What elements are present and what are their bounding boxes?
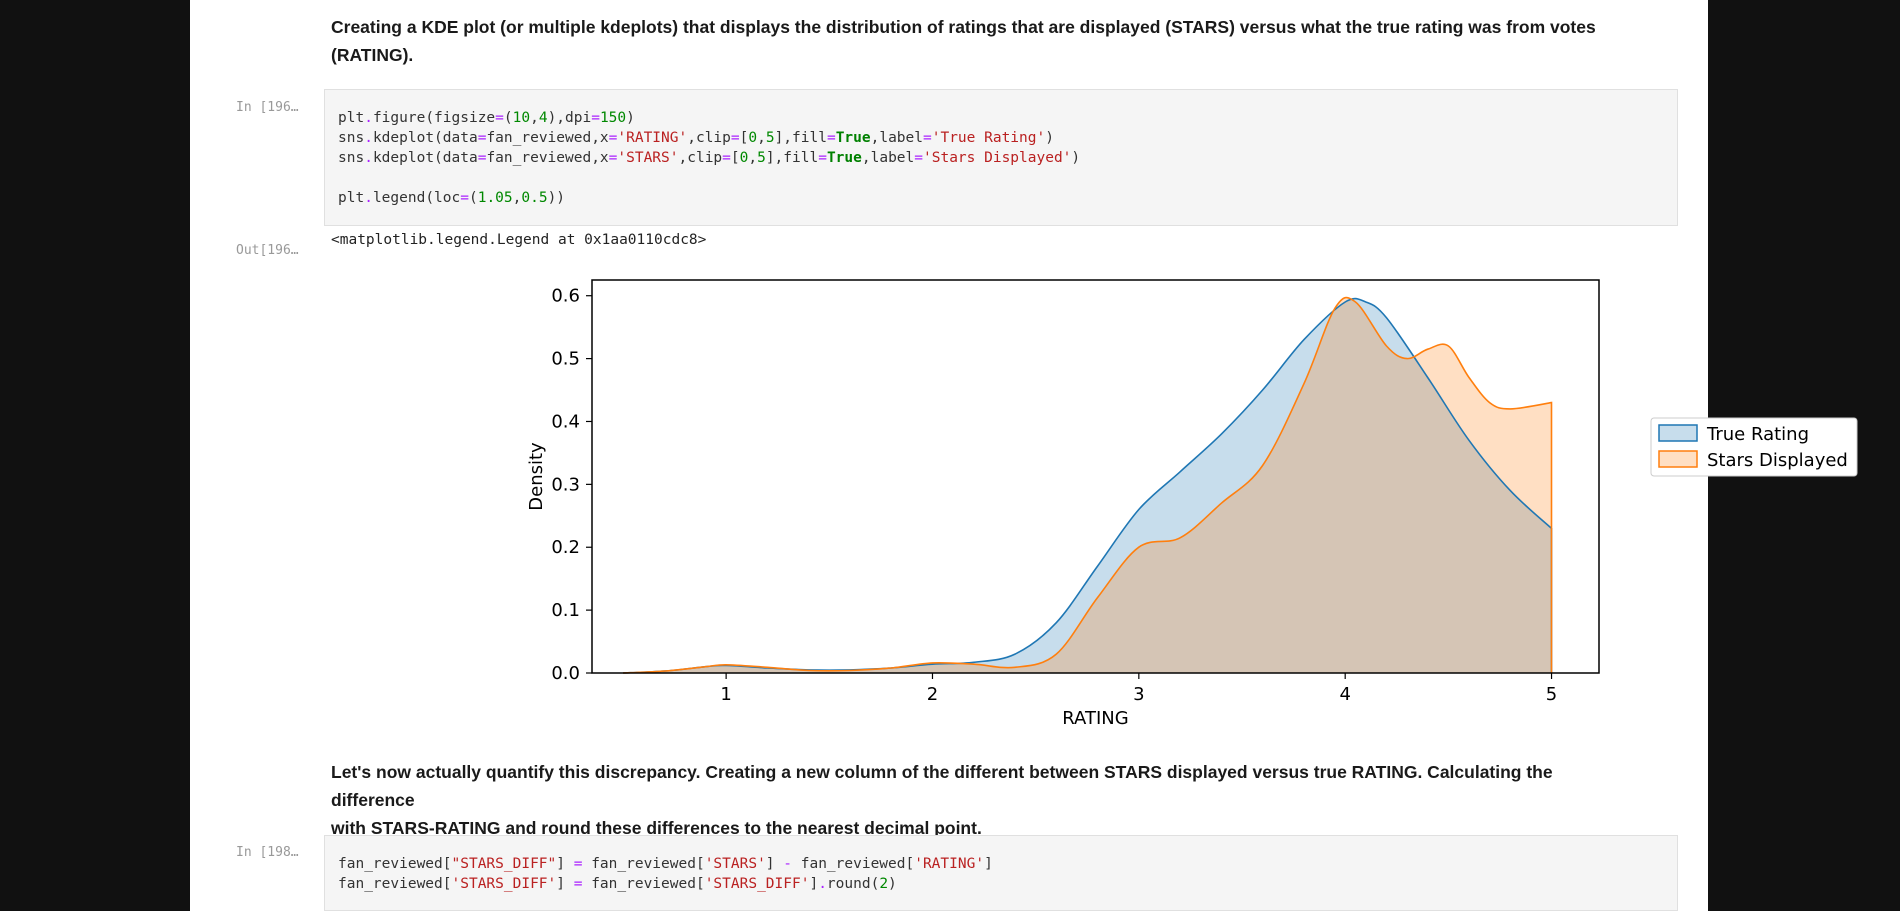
output-text: <matplotlib.legend.Legend at 0x1aa0110cd… [331, 232, 707, 248]
code-line: fan_reviewed['STARS_DIFF'] = fan_reviewe… [338, 876, 897, 892]
markdown-line: with STARS-RATING and round these differ… [331, 818, 982, 838]
y-tick-label: 0.0 [551, 663, 580, 684]
markdown-line: Let's now actually quantify this discrep… [331, 762, 1553, 810]
markdown-cell-quantify: Let's now actually quantify this discrep… [331, 758, 1621, 842]
legend-swatch-stars-displayed [1658, 450, 1698, 468]
code-line: plt.legend(loc=(1.05,0.5)) [338, 190, 566, 206]
y-axis-label: Density [526, 442, 547, 511]
code-blank-line [338, 168, 1665, 188]
input-prompt: In [196… [236, 100, 299, 115]
y-tick-label: 0.6 [551, 286, 580, 307]
plot-frame [591, 279, 1600, 674]
x-tick-label: 2 [927, 684, 938, 705]
y-tick-label: 0.1 [551, 600, 580, 621]
chart-fills [623, 297, 1552, 673]
code-line: sns.kdeplot(data=fan_reviewed,x='RATING'… [338, 130, 1054, 146]
output-prompt: Out[196… [236, 243, 299, 258]
code-cell-kde[interactable]: plt.figure(figsize=(10,4),dpi=150) sns.k… [324, 89, 1678, 226]
y-tick-label: 0.5 [551, 349, 580, 370]
x-axis-label: RATING [1062, 708, 1128, 729]
y-tick-label: 0.2 [551, 537, 580, 558]
y-tick-label: 0.4 [551, 411, 580, 432]
input-prompt: In [198… [236, 845, 299, 860]
code-line: sns.kdeplot(data=fan_reviewed,x='STARS',… [338, 150, 1081, 166]
notebook-page: Creating a KDE plot (or multiple kdeplot… [190, 0, 1858, 911]
x-tick-label: 3 [1133, 684, 1144, 705]
series-fill-true-rating [623, 298, 1552, 673]
y-tick-label: 0.3 [551, 474, 580, 495]
legend-label-stars-displayed: Stars Displayed [1707, 450, 1848, 471]
markdown-line: (RATING). [331, 45, 414, 65]
x-tick-label: 4 [1339, 684, 1350, 705]
x-tick-label: 5 [1546, 684, 1557, 705]
chart-lines [622, 296, 1553, 674]
legend-box [1650, 417, 1858, 477]
series-fill-stars-displayed [623, 297, 1552, 673]
legend-label-true-rating: True Rating [1706, 424, 1809, 445]
chart-legend: True Rating Stars Displayed [1650, 417, 1858, 477]
code-cell-stars-diff[interactable]: fan_reviewed["STARS_DIFF"] = fan_reviewe… [324, 835, 1678, 911]
kde-chart: 1 2 3 4 5 0.0 0.1 0.2 0.3 0.4 0.5 0.6 RATING Densi… [526, 279, 1858, 729]
series-line-stars-displayed [622, 296, 1553, 674]
markdown-line: Creating a KDE plot (or multiple kdeplot… [331, 17, 1596, 37]
code-line: fan_reviewed["STARS_DIFF"] = fan_reviewe… [338, 856, 993, 872]
y-axis: 0.0 0.1 0.2 0.3 0.4 0.5 0.6 [551, 286, 592, 684]
code-line: plt.figure(figsize=(10,4),dpi=150) [338, 110, 635, 126]
legend-swatch-true-rating [1658, 424, 1698, 442]
x-axis: 1 2 3 4 5 [720, 673, 1557, 705]
markdown-cell-kde-intro: Creating a KDE plot (or multiple kdeplot… [331, 13, 1621, 69]
x-tick-label: 1 [720, 684, 731, 705]
